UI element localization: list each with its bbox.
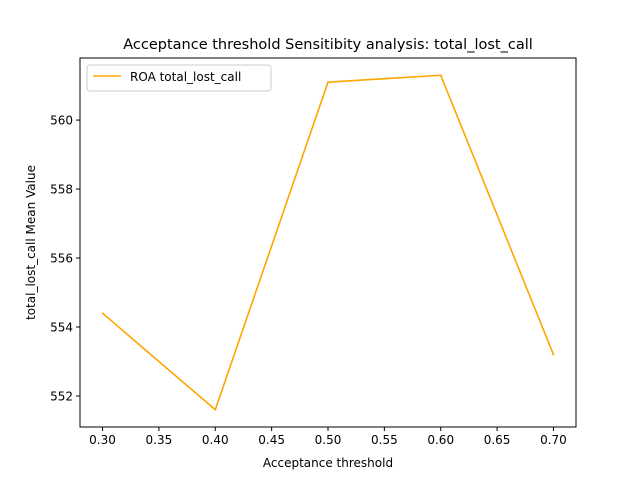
- x-tick-label: 0.65: [484, 433, 511, 447]
- x-tick-label: 0.70: [540, 433, 567, 447]
- legend-box: [86, 64, 272, 92]
- series-layer: [101, 74, 555, 411]
- y-tick-label: 554: [50, 320, 73, 334]
- legend: ROA total_lost_call: [86, 64, 272, 92]
- y-axis-ticks: 552 554 556 558 560: [50, 114, 80, 403]
- plot-area-frame: [79, 57, 577, 428]
- data-point: [101, 312, 104, 315]
- x-tick-label: 0.40: [202, 433, 229, 447]
- x-tick-label: 0.55: [371, 433, 398, 447]
- x-tick-label: 0.60: [427, 433, 454, 447]
- x-axis-label: Acceptance threshold: [263, 456, 393, 470]
- y-tick-label: 558: [50, 183, 73, 197]
- y-tick-label: 556: [50, 252, 73, 266]
- x-tick-label: 0.35: [146, 433, 173, 447]
- data-point: [552, 353, 555, 356]
- x-axis-ticks: 0.30 0.35 0.40 0.45 0.50 0.55 0.60 0.65 0.70: [89, 427, 567, 447]
- x-tick-label: 0.45: [258, 433, 285, 447]
- x-tick-label: 0.30: [89, 433, 116, 447]
- y-tick-label: 560: [50, 114, 73, 128]
- data-point: [327, 81, 329, 84]
- y-tick-label: 552: [50, 389, 73, 403]
- y-axis-label: total_lost_call Mean Value: [24, 165, 38, 320]
- chart-title: Acceptance threshold Sensitibity analysi…: [123, 37, 533, 53]
- data-point: [214, 408, 217, 411]
- data-point: [439, 74, 442, 77]
- x-tick-label: 0.50: [315, 433, 342, 447]
- legend-label: ROA total_lost_call: [130, 70, 241, 84]
